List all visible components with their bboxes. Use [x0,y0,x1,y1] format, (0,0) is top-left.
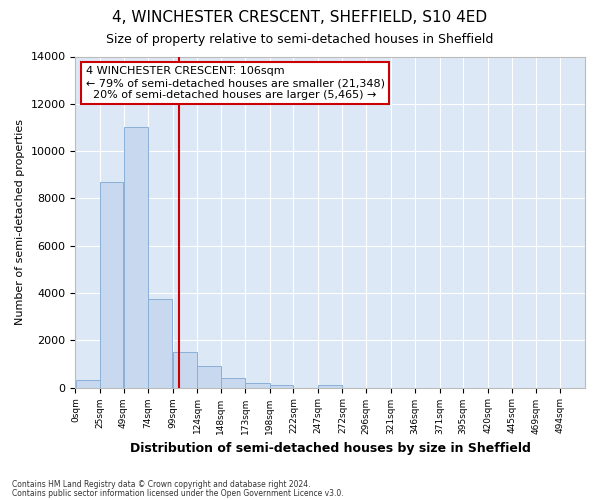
Text: Contains public sector information licensed under the Open Government Licence v3: Contains public sector information licen… [12,488,344,498]
Bar [76,380,100,388]
Text: Size of property relative to semi-detached houses in Sheffield: Size of property relative to semi-detach… [106,32,494,46]
Bar [100,182,124,388]
Bar [148,299,172,388]
Bar [124,128,148,388]
Bar [173,352,197,388]
X-axis label: Distribution of semi-detached houses by size in Sheffield: Distribution of semi-detached houses by … [130,442,530,455]
Text: 4 WINCHESTER CRESCENT: 106sqm
← 79% of semi-detached houses are smaller (21,348): 4 WINCHESTER CRESCENT: 106sqm ← 79% of s… [86,66,385,100]
Bar [270,385,293,388]
Bar [221,378,245,388]
Bar [197,366,221,388]
Y-axis label: Number of semi-detached properties: Number of semi-detached properties [15,119,25,325]
Bar [245,384,269,388]
Text: 4, WINCHESTER CRESCENT, SHEFFIELD, S10 4ED: 4, WINCHESTER CRESCENT, SHEFFIELD, S10 4… [112,10,488,25]
Text: Contains HM Land Registry data © Crown copyright and database right 2024.: Contains HM Land Registry data © Crown c… [12,480,311,489]
Bar [318,385,343,388]
